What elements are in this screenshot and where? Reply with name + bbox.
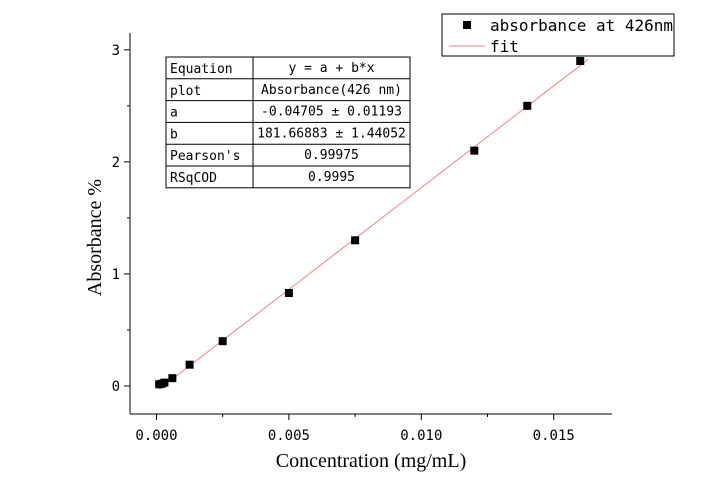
stats-table-value: 181.66883 ± 1.44052 <box>257 126 406 141</box>
y-tick-label: 1 <box>112 267 120 283</box>
axes: 0.000 0.005 0.010 0.015 0 1 2 3 <box>112 33 612 444</box>
data-point <box>168 374 177 383</box>
data-point <box>523 101 532 110</box>
legend-marker <box>463 21 471 29</box>
data-point <box>284 288 293 297</box>
x-tick-label: 0.000 <box>135 428 177 444</box>
legend-box <box>441 13 675 57</box>
x-tick-label: 0.015 <box>533 428 575 444</box>
x-ticks: 0.000 0.005 0.010 0.015 <box>135 414 575 444</box>
x-axis-title: Concentration (mg/mL) <box>276 450 467 472</box>
fit-layer <box>158 59 589 390</box>
y-tick-label: 2 <box>112 155 120 171</box>
points-layer <box>155 57 585 389</box>
fit-line <box>158 59 589 390</box>
stats-table-value: 0.99975 <box>304 148 359 163</box>
y-axis-title: Absorbance % <box>84 179 106 296</box>
legend-label: absorbance at 426nm <box>490 16 673 35</box>
stats-table-key: a <box>170 106 178 121</box>
data-point <box>185 360 194 369</box>
data-point <box>160 378 169 387</box>
x-tick-label: 0.010 <box>400 428 442 444</box>
stats-table-value: Absorbance(426 nm) <box>261 83 402 98</box>
stats-table-key: plot <box>170 84 201 99</box>
stats-table-value: y = a + b*x <box>288 61 374 76</box>
y-ticks: 0 1 2 3 <box>112 43 130 395</box>
stats-table-key: b <box>170 127 178 142</box>
stats-table: Equation y = a + b*x plot Absorbance(426 nm… <box>165 56 411 189</box>
data-point <box>351 236 360 245</box>
stats-table-key: Equation <box>170 62 233 77</box>
data-point <box>470 146 479 155</box>
data-point <box>576 57 585 66</box>
legend-label: fit <box>490 37 519 56</box>
x-tick-label: 0.005 <box>268 428 310 444</box>
y-tick-label: 0 <box>112 379 120 395</box>
stats-table-key: Pearson's <box>170 149 240 164</box>
stats-table-value: -0.04705 ± 0.01193 <box>261 105 402 120</box>
legend: absorbance at 426nm fit <box>441 13 675 57</box>
stats-table-key: RSqCOD <box>170 171 217 186</box>
data-point <box>218 337 227 346</box>
stats-table-value: 0.9995 <box>308 170 355 185</box>
y-tick-label: 3 <box>112 43 120 59</box>
